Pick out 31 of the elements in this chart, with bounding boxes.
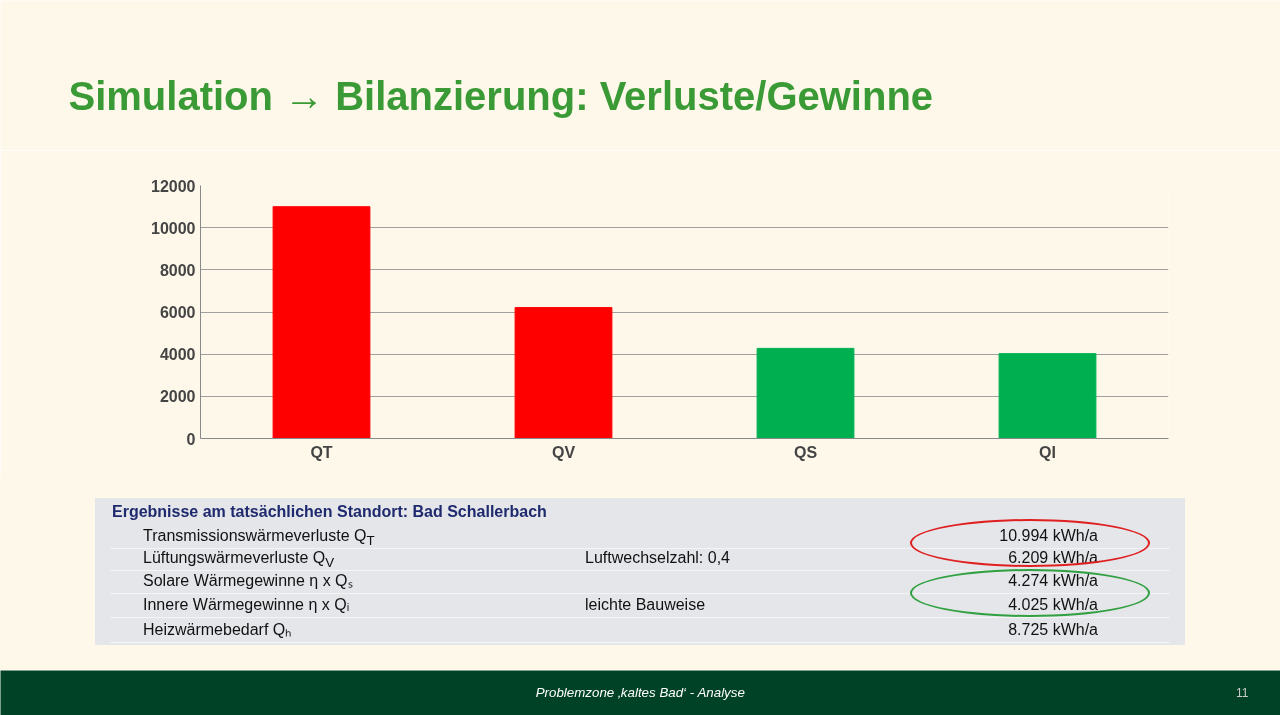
- bar: [756, 347, 855, 439]
- y-tick-label: 10000: [151, 219, 196, 237]
- x-tick-label: QV: [551, 443, 576, 461]
- text: Lüftungswärmeverluste Q$_{V}$: [143, 548, 335, 573]
- text: 4.025 kWh/a: [1008, 595, 1098, 615]
- x-tick-label: QI: [1039, 443, 1056, 461]
- bar: [998, 353, 1097, 439]
- y-tick-label: 6000: [159, 304, 196, 321]
- text: 10.994 kWh/a: [999, 526, 1098, 546]
- bar: [514, 307, 613, 439]
- x-tick-label: QS: [793, 443, 818, 461]
- y-tick-label: 4000: [159, 346, 196, 364]
- text: leichte Bauweise: [585, 595, 706, 615]
- text: 8.725 kWh/a: [1008, 620, 1098, 640]
- text: Solare Wärmegewinne η x Qₛ: [143, 571, 353, 591]
- text: Heizwärmebedarf Qₕ: [143, 620, 292, 640]
- y-tick-label: 12000: [151, 177, 196, 195]
- text: Luftwechselzahl: 0,4: [585, 548, 730, 568]
- bar: [272, 206, 371, 439]
- text: 4.274 kWh/a: [1008, 571, 1098, 591]
- chart-title: Simulation → Bilanzierung: Verluste/Gewinne: [68, 73, 934, 118]
- y-tick-label: 0: [186, 430, 196, 448]
- text: Transmissionswärmeverluste Q$_{T}$: [143, 527, 375, 549]
- text: Innere Wärmegewinne η x Qᵢ: [143, 595, 350, 615]
- y-tick-label: 8000: [159, 261, 196, 279]
- text: Ergebnisse am tatsächlichen Standort: Bad Schallerbach: [112, 502, 547, 522]
- text: Problemzone ‚kaltes Bad‘ - Analyse: [535, 685, 745, 700]
- y-tick-label: 2000: [159, 388, 196, 406]
- text: 11: [1236, 686, 1249, 700]
- text: 6.209 kWh/a: [1008, 548, 1098, 568]
- x-tick-label: QT: [310, 443, 333, 461]
